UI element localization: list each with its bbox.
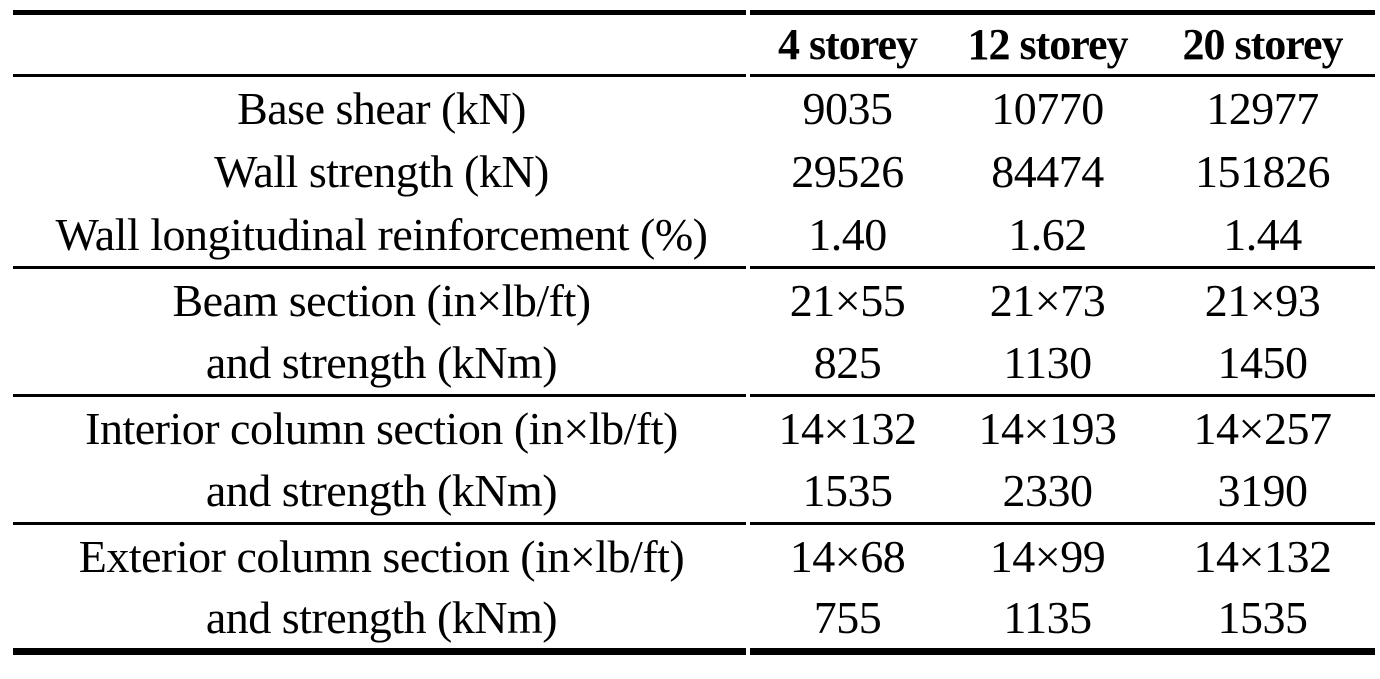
value-cell: 825 — [813, 337, 882, 389]
table-row: Wall longitudinal reinforcement (%) 1.40… — [13, 204, 1375, 268]
value-cell: 1.40 — [808, 209, 887, 261]
column-header-4-storey: 4 storey — [777, 20, 918, 69]
column-header-12-storey: 12 storey — [967, 20, 1128, 69]
value-cell: 1535 — [802, 465, 894, 517]
value-cell: 9035 — [802, 82, 894, 134]
value-cell: 1130 — [1003, 337, 1092, 389]
design-results-table: 4 storey 12 storey 20 storey Base shear … — [13, 10, 1375, 655]
row-label: Base shear (kN) — [237, 82, 526, 134]
table-row: Exterior column section (in×lb/ft) 14×68… — [13, 524, 1375, 588]
row-label: and strength (kNm) — [205, 465, 558, 517]
table-row: Interior column section (in×lb/ft) 14×13… — [13, 396, 1375, 460]
value-cell: 151826 — [1195, 146, 1331, 197]
table-row: Beam section (in×lb/ft) 21×55 21×73 21×9… — [13, 268, 1375, 332]
table-row: and strength (kNm) 825 1130 1450 — [13, 332, 1375, 396]
value-cell: 1450 — [1217, 337, 1309, 389]
value-cell: 1.62 — [1008, 209, 1087, 261]
row-label: Beam section (in×lb/ft) — [172, 274, 591, 326]
value-cell: 2330 — [1002, 465, 1094, 517]
value-cell: 1.44 — [1223, 209, 1302, 261]
row-label: Interior column section (in×lb/ft) — [85, 402, 678, 454]
value-cell: 14×132 — [1193, 530, 1332, 582]
row-label: Wall longitudinal reinforcement (%) — [55, 209, 708, 261]
section-exterior-column: Exterior column section (in×lb/ft) 14×68… — [13, 523, 1375, 652]
value-cell: 29526 — [791, 146, 904, 197]
row-label: and strength (kNm) — [205, 592, 558, 644]
table-row: and strength (kNm) 1535 2330 3190 — [13, 460, 1375, 524]
value-cell: 12977 — [1206, 82, 1319, 134]
value-cell: 3190 — [1217, 465, 1309, 517]
section-wall: Base shear (kN) 9035 10770 12977 Wall st… — [13, 75, 1375, 268]
table-row: Base shear (kN) 9035 10770 12977 — [13, 76, 1375, 140]
table-header-row: 4 storey 12 storey 20 storey — [13, 13, 1375, 76]
row-label: Exterior column section (in×lb/ft) — [78, 530, 685, 582]
row-label: Wall strength (kN) — [214, 146, 549, 197]
value-cell: 84474 — [991, 146, 1104, 197]
table-row: Wall strength (kN) 29526 84474 151826 — [13, 140, 1375, 204]
value-cell: 14×257 — [1193, 402, 1332, 454]
row-label: and strength (kNm) — [205, 337, 558, 389]
rule-gap-artifact — [746, 0, 750, 679]
column-header-20-storey: 20 storey — [1182, 20, 1343, 69]
value-cell: 14×99 — [989, 530, 1106, 582]
value-cell: 14×193 — [978, 402, 1117, 454]
value-cell: 21×93 — [1204, 274, 1321, 326]
section-beam: Beam section (in×lb/ft) 21×55 21×73 21×9… — [13, 267, 1375, 396]
value-cell: 1135 — [1003, 592, 1092, 644]
value-cell: 14×132 — [778, 402, 917, 454]
table-row: and strength (kNm) 755 1135 1535 — [13, 588, 1375, 652]
value-cell: 755 — [813, 592, 882, 644]
value-cell: 21×55 — [789, 274, 906, 326]
value-cell: 21×73 — [989, 274, 1106, 326]
value-cell: 10770 — [991, 82, 1104, 134]
corner-cell — [13, 13, 750, 76]
value-cell: 1535 — [1217, 592, 1309, 644]
value-cell: 14×68 — [789, 530, 906, 582]
section-interior-column: Interior column section (in×lb/ft) 14×13… — [13, 395, 1375, 524]
